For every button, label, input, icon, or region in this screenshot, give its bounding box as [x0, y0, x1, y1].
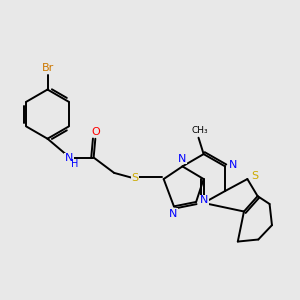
Text: N: N: [65, 153, 73, 163]
Text: N: N: [229, 160, 237, 170]
Text: N: N: [169, 209, 177, 219]
Text: O: O: [91, 127, 100, 137]
Text: CH₃: CH₃: [192, 126, 208, 135]
Text: Br: Br: [41, 63, 54, 73]
Text: S: S: [251, 171, 258, 181]
Text: S: S: [131, 173, 138, 183]
Text: N: N: [178, 154, 186, 164]
Text: H: H: [71, 159, 79, 169]
Text: N: N: [200, 195, 208, 205]
